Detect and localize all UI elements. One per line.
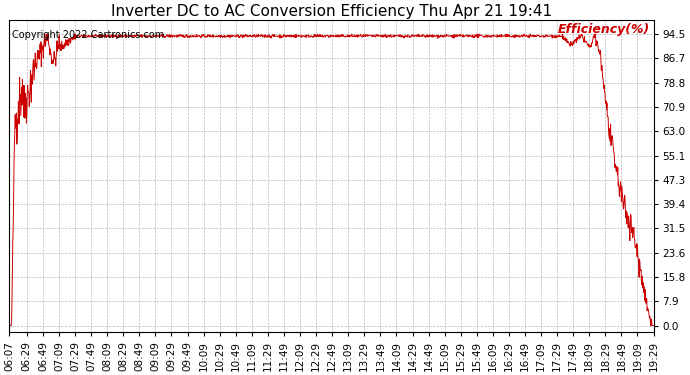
Text: Copyright 2022 Cartronics.com: Copyright 2022 Cartronics.com (12, 30, 165, 40)
Title: Inverter DC to AC Conversion Efficiency Thu Apr 21 19:41: Inverter DC to AC Conversion Efficiency … (111, 4, 552, 19)
Text: Efficiency(%): Efficiency(%) (558, 24, 651, 36)
